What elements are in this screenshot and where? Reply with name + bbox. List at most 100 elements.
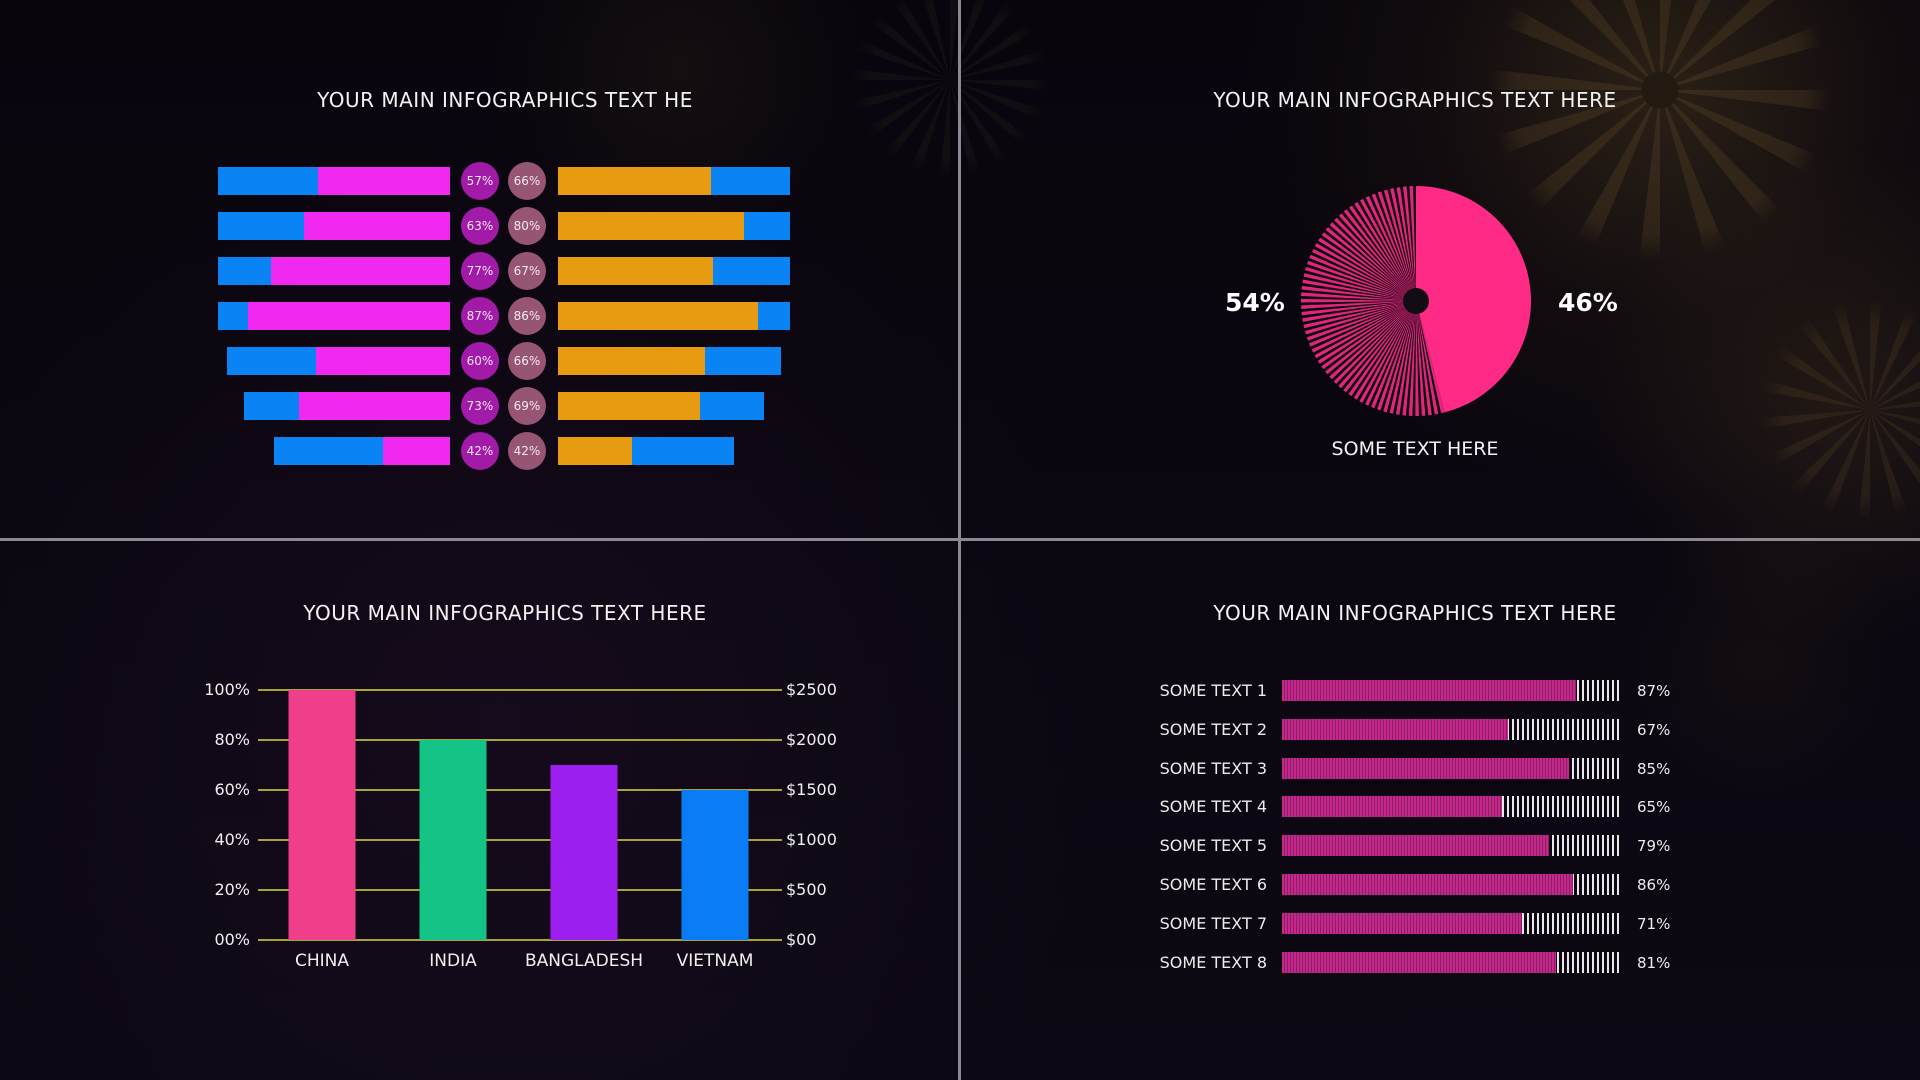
progress-value: 71% bbox=[1637, 914, 1671, 933]
right-bar-remainder bbox=[713, 257, 790, 285]
y-tick-label-left: 20% bbox=[214, 880, 250, 899]
right-bar-remainder bbox=[632, 437, 735, 465]
right-bar-value bbox=[558, 167, 712, 195]
right-value-badge: 69% bbox=[508, 387, 546, 425]
y-tick-label-right: $1500 bbox=[786, 780, 837, 799]
right-bar-value bbox=[558, 392, 701, 420]
left-value-badge: 73% bbox=[461, 387, 499, 425]
right-bar-value bbox=[558, 257, 714, 285]
right-value-badge: 66% bbox=[508, 342, 546, 380]
progress-value: 85% bbox=[1637, 759, 1671, 778]
left-bar bbox=[273, 437, 450, 465]
y-tick-label-left: 80% bbox=[214, 730, 250, 749]
right-value-badge: 67% bbox=[508, 252, 546, 290]
right-bar bbox=[558, 347, 781, 375]
x-category-label: CHINA bbox=[294, 951, 349, 971]
y-tick-label-right: $500 bbox=[786, 880, 827, 899]
right-bar-value bbox=[558, 437, 633, 465]
progress-label: SOME TEXT 3 bbox=[1159, 758, 1267, 778]
left-value-badge: 60% bbox=[461, 342, 499, 380]
left-bar-value bbox=[303, 212, 450, 240]
left-bar bbox=[218, 257, 450, 285]
left-bar-value bbox=[248, 302, 450, 330]
left-bar-remainder bbox=[243, 392, 300, 420]
progress-fill bbox=[1282, 912, 1522, 934]
left-bar bbox=[243, 392, 450, 420]
x-category-label: VIETNAM bbox=[676, 951, 754, 971]
progress-track bbox=[1282, 796, 1620, 818]
progress-value: 86% bbox=[1637, 876, 1671, 894]
right-bar-value bbox=[558, 347, 705, 375]
progress-track bbox=[1282, 680, 1620, 701]
left-value-badge: 63% bbox=[461, 207, 499, 245]
pie-label-left: 54% bbox=[1225, 288, 1285, 317]
progress-label: SOME TEXT 4 bbox=[1159, 797, 1267, 817]
y-tick-label-left: 40% bbox=[214, 830, 250, 849]
left-bar-value bbox=[317, 167, 450, 195]
right-bar-remainder bbox=[704, 347, 781, 375]
panel-title-top-right: YOUR MAIN INFOGRAPHICS TEXT HERE bbox=[1213, 88, 1617, 112]
left-bar bbox=[227, 347, 450, 375]
progress-label: SOME TEXT 7 bbox=[1159, 913, 1267, 933]
progress-track bbox=[1282, 757, 1620, 779]
right-bar bbox=[558, 212, 790, 240]
panel-title-bottom-left: YOUR MAIN INFOGRAPHICS TEXT HERE bbox=[303, 601, 707, 625]
progress-track bbox=[1282, 718, 1620, 740]
left-bar-value bbox=[382, 437, 450, 465]
progress-value: 79% bbox=[1637, 837, 1671, 856]
y-tick-label-left: 00% bbox=[214, 930, 250, 949]
left-bar-value bbox=[271, 257, 450, 285]
progress-track bbox=[1282, 912, 1620, 934]
left-bar-remainder bbox=[218, 302, 249, 330]
progress-track bbox=[1282, 835, 1620, 857]
x-category-label: INDIA bbox=[429, 951, 477, 971]
right-value-badge: 86% bbox=[508, 297, 546, 335]
progress-fill bbox=[1282, 757, 1570, 779]
right-bar bbox=[558, 392, 765, 420]
left-bar-remainder bbox=[227, 347, 317, 375]
right-bar bbox=[558, 257, 790, 285]
right-bar bbox=[558, 302, 790, 330]
x-category-label: BANGLADESH bbox=[524, 951, 644, 971]
right-value-badge: 66% bbox=[508, 162, 546, 200]
right-bar-remainder bbox=[757, 302, 790, 330]
left-bar-remainder bbox=[218, 167, 318, 195]
mandala-ornament bbox=[1490, 0, 1830, 260]
y-tick-label-left: 60% bbox=[214, 780, 250, 799]
right-bar-remainder bbox=[711, 167, 790, 195]
progress-fill bbox=[1282, 951, 1556, 973]
left-value-badge: 87% bbox=[461, 297, 499, 335]
y-tick-label-right: $2500 bbox=[786, 680, 837, 699]
right-bar bbox=[558, 437, 735, 465]
right-bar-remainder bbox=[700, 392, 765, 420]
horizontal-divider bbox=[0, 538, 1920, 541]
mandala-ornament bbox=[850, 0, 1050, 180]
progress-track bbox=[1282, 874, 1620, 895]
right-value-badge: 80% bbox=[508, 207, 546, 245]
left-value-badge: 77% bbox=[461, 252, 499, 290]
progress-label: SOME TEXT 1 bbox=[1159, 681, 1267, 700]
left-bar bbox=[218, 302, 450, 330]
right-bar-value bbox=[558, 302, 758, 330]
panel-title-top-left: YOUR MAIN INFOGRAPHICS TEXT HE bbox=[317, 88, 693, 112]
left-bar-value bbox=[316, 347, 450, 375]
right-bar-remainder bbox=[743, 212, 790, 240]
right-bar-value bbox=[558, 212, 744, 240]
progress-label: SOME TEXT 6 bbox=[1159, 875, 1267, 894]
y-tick-label-right: $2000 bbox=[786, 730, 837, 749]
progress-fill bbox=[1282, 835, 1550, 857]
right-value-badge: 42% bbox=[508, 432, 546, 470]
y-tick-label-right: $00 bbox=[786, 930, 817, 949]
left-bar bbox=[218, 167, 450, 195]
right-bar bbox=[558, 167, 790, 195]
panel-title-bottom-right: YOUR MAIN INFOGRAPHICS TEXT HERE bbox=[1213, 601, 1617, 625]
progress-value: 65% bbox=[1637, 798, 1671, 817]
progress-value: 67% bbox=[1637, 720, 1671, 739]
progress-label: SOME TEXT 2 bbox=[1159, 719, 1267, 739]
progress-fill bbox=[1282, 796, 1502, 818]
y-tick-label-right: $1000 bbox=[786, 830, 837, 849]
left-bar bbox=[218, 212, 450, 240]
progress-fill bbox=[1282, 718, 1509, 740]
left-value-badge: 57% bbox=[461, 162, 499, 200]
left-bar-value bbox=[299, 392, 450, 420]
